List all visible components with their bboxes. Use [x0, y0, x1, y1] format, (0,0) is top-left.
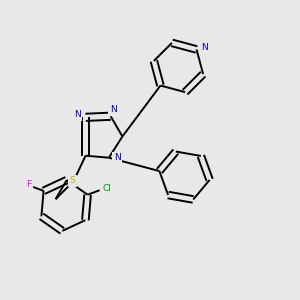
- Text: Cl: Cl: [103, 184, 112, 193]
- Text: N: N: [201, 44, 207, 52]
- Text: F: F: [26, 180, 31, 189]
- Text: S: S: [69, 176, 75, 185]
- Text: N: N: [114, 153, 121, 162]
- Text: N: N: [74, 110, 81, 119]
- Text: N: N: [110, 105, 116, 114]
